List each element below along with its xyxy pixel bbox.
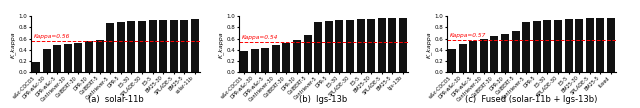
Bar: [501, 34, 509, 72]
Bar: [469, 41, 477, 72]
Text: Kappa=0.56: Kappa=0.56: [34, 34, 70, 39]
Bar: [282, 43, 291, 72]
Bar: [533, 21, 541, 72]
Bar: [596, 18, 604, 72]
Bar: [448, 49, 456, 72]
Bar: [138, 21, 146, 72]
Y-axis label: K_kappa: K_kappa: [10, 31, 16, 58]
Bar: [335, 20, 344, 72]
Bar: [511, 31, 520, 72]
Bar: [293, 40, 301, 72]
Bar: [261, 48, 269, 72]
Text: (b)  lgs-13b: (b) lgs-13b: [300, 95, 348, 104]
Bar: [303, 35, 312, 72]
Bar: [180, 20, 188, 72]
Bar: [490, 36, 499, 72]
Bar: [127, 21, 136, 72]
Y-axis label: K_kappa: K_kappa: [426, 31, 432, 58]
Text: Kappa=0.54: Kappa=0.54: [242, 35, 278, 40]
Bar: [367, 19, 375, 72]
Text: (a)  solar-11b: (a) solar-11b: [88, 95, 143, 104]
Bar: [251, 49, 259, 72]
Bar: [53, 45, 61, 72]
Bar: [607, 18, 615, 72]
Bar: [74, 43, 83, 72]
Bar: [32, 62, 40, 72]
Bar: [522, 22, 530, 72]
Bar: [240, 51, 248, 72]
Bar: [272, 45, 280, 72]
Bar: [554, 20, 562, 72]
Bar: [575, 19, 583, 72]
Bar: [159, 20, 167, 72]
Text: Kappa=0.57: Kappa=0.57: [450, 33, 486, 38]
Bar: [459, 44, 467, 72]
Bar: [106, 23, 114, 72]
Bar: [543, 20, 552, 72]
Bar: [64, 44, 72, 72]
Text: (c)  Fused (solar-11b + lgs-13b): (c) Fused (solar-11b + lgs-13b): [465, 95, 598, 104]
Bar: [95, 40, 104, 72]
Bar: [564, 19, 573, 72]
Bar: [148, 20, 157, 72]
Bar: [346, 20, 354, 72]
Bar: [170, 20, 178, 72]
Bar: [325, 21, 333, 72]
Bar: [388, 18, 396, 72]
Bar: [314, 22, 322, 72]
Bar: [399, 18, 407, 72]
Bar: [480, 39, 488, 72]
Bar: [191, 19, 199, 72]
Bar: [43, 49, 51, 72]
Y-axis label: K_kappa: K_kappa: [218, 31, 224, 58]
Bar: [378, 18, 386, 72]
Bar: [586, 18, 594, 72]
Bar: [356, 19, 365, 72]
Bar: [117, 22, 125, 72]
Bar: [85, 41, 93, 72]
